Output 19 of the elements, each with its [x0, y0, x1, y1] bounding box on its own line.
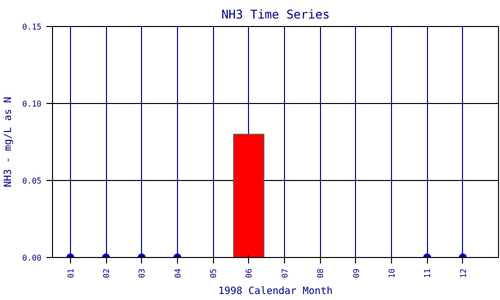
x-tick-label: 03	[138, 268, 147, 278]
x-tick-label: 06	[244, 268, 254, 278]
y-tick-label: 0.00	[22, 254, 42, 262]
x-tick-label: 09	[352, 268, 361, 278]
x-tick-label: 12	[458, 268, 468, 278]
x-tick-label: 11	[423, 268, 432, 278]
y-axis-title: NH3 - mg/L as N	[3, 96, 14, 188]
y-tick-label: 0.10	[22, 100, 42, 108]
chart-title: NH3 Time Series	[221, 8, 330, 22]
x-tick-label: 10	[387, 268, 396, 278]
x-tick-label: 05	[209, 268, 218, 278]
y-tick-label: 0.15	[22, 22, 42, 32]
x-tick-label: 04	[173, 268, 182, 278]
x-tick-label: 07	[280, 268, 290, 278]
y-tick-label: 0.05	[22, 176, 42, 186]
x-axis-title: 1998 Calendar Month	[218, 286, 333, 298]
x-tick-label: 01	[66, 268, 76, 278]
x-tick-label: 08	[316, 268, 326, 278]
x-tick-label: 02	[102, 268, 112, 278]
